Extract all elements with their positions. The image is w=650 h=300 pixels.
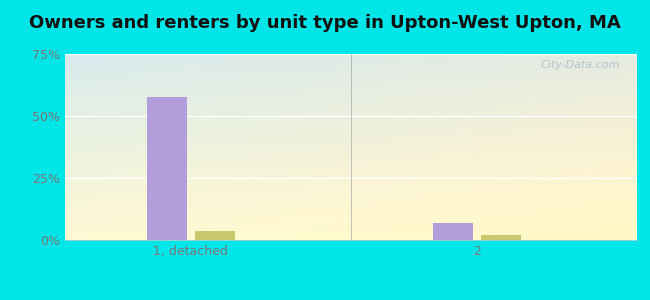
Bar [432, 223, 473, 240]
Bar [195, 231, 235, 240]
Text: Owners and renters by unit type in Upton-West Upton, MA: Owners and renters by unit type in Upton… [29, 14, 621, 32]
Bar [481, 235, 521, 240]
Text: City-Data.com: City-Data.com [540, 60, 620, 70]
Bar [146, 98, 187, 240]
